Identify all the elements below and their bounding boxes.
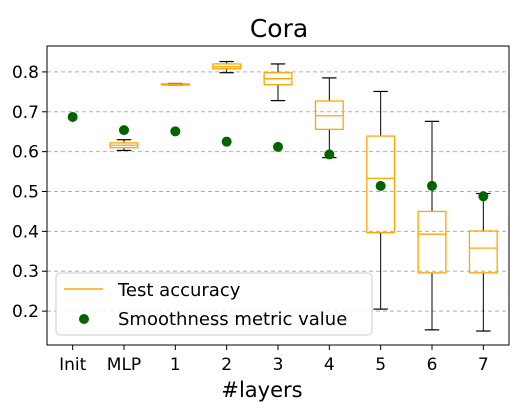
box-body-5 [366, 135, 396, 234]
x-axis-label: #layers [221, 378, 302, 402]
x-tick-label-init: Init [59, 355, 87, 375]
x-tick-label-mlp: MLP [107, 355, 141, 375]
boxplot-series [109, 60, 498, 332]
legend-frame [55, 272, 373, 336]
x-tick-label-1: 1 [170, 355, 181, 375]
smoothness-point-4 [324, 149, 335, 160]
smoothness-point-7 [478, 191, 489, 202]
smoothness-point-1 [170, 126, 181, 137]
x-tick-label-6: 6 [427, 355, 438, 375]
y-tick-label-0-3: 0.3 [12, 262, 39, 282]
scatter-series [67, 111, 489, 202]
y-axis: 0.2 0.3 0.4 0.5 0.6 0.7 0.8 [12, 63, 47, 322]
legend-label-test-accuracy: Test accuracy [117, 280, 241, 301]
box-3 [263, 63, 293, 102]
box-body-6 [417, 210, 447, 274]
y-tick-label-0-6: 0.6 [12, 143, 39, 163]
smoothness-point-3 [273, 141, 283, 152]
box-1 [160, 82, 190, 86]
legend-swatch-smoothness [79, 314, 89, 324]
box-2 [212, 60, 242, 74]
box-5 [366, 90, 396, 310]
y-tick-label-0-2: 0.2 [12, 302, 39, 322]
chart-title: Cora [250, 14, 308, 43]
smoothness-point-2 [221, 136, 232, 147]
y-tick-label-0-8: 0.8 [12, 63, 39, 83]
x-tick-label-5: 5 [375, 355, 386, 375]
box-body-7 [468, 230, 498, 274]
smoothness-point-init [67, 111, 78, 122]
box-7 [468, 192, 498, 332]
smoothness-point-6 [427, 180, 437, 191]
x-axis: Init MLP 1 2 3 4 5 6 7 [59, 345, 489, 375]
box-mlp [109, 139, 139, 152]
box-4 [314, 77, 344, 159]
legend: Test accuracy Smoothness metric value [55, 272, 373, 336]
box-6 [417, 120, 447, 331]
x-tick-label-7: 7 [478, 355, 489, 375]
x-tick-label-2: 2 [221, 355, 232, 375]
smoothness-point-mlp [119, 125, 129, 136]
smoothness-point-5 [375, 180, 386, 191]
y-tick-label-0-7: 0.7 [12, 103, 39, 123]
y-tick-label-0-5: 0.5 [12, 183, 39, 203]
x-tick-label-4: 4 [324, 355, 335, 375]
legend-label-smoothness: Smoothness metric value [118, 309, 347, 330]
x-tick-label-3: 3 [273, 355, 284, 375]
y-tick-label-0-4: 0.4 [12, 222, 39, 242]
